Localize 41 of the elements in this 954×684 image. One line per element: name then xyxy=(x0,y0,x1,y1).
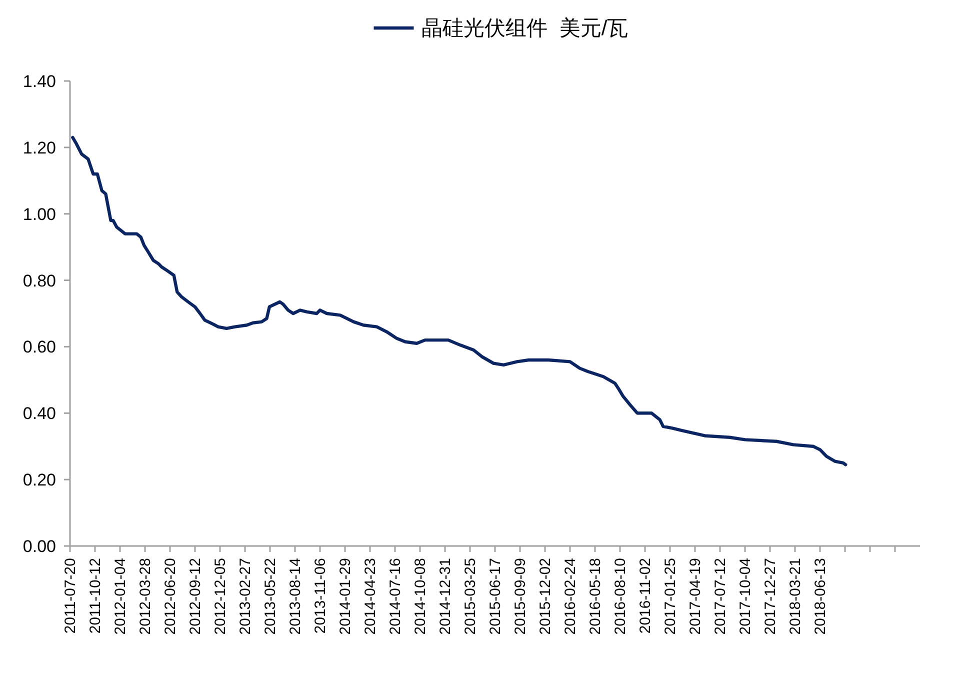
legend-label: 晶硅光伏组件 美元/瓦 xyxy=(422,17,628,40)
x-tick-label: 2016-02-24 xyxy=(562,558,579,635)
x-tick-label: 2014-04-23 xyxy=(362,558,379,635)
x-tick-label: 2017-01-25 xyxy=(662,558,679,635)
x-tick-label: 2016-11-02 xyxy=(637,558,654,634)
y-tick-label: 1.00 xyxy=(22,204,56,224)
x-tick-label: 2013-05-22 xyxy=(262,558,279,635)
y-tick-label: 1.40 xyxy=(22,72,56,91)
x-tick-label: 2016-08-10 xyxy=(612,558,629,635)
x-tick-label: 2017-12-27 xyxy=(762,558,779,635)
y-tick-label: 1.20 xyxy=(22,138,56,158)
x-tick-label: 2018-06-13 xyxy=(812,558,829,635)
x-tick-label: 2012-06-20 xyxy=(162,558,179,635)
y-tick-label: 0.20 xyxy=(22,470,56,490)
x-tick-label: 2012-01-04 xyxy=(112,558,129,635)
x-tick-label: 2011-07-20 xyxy=(62,558,79,634)
x-tick-label: 2011-10-12 xyxy=(87,558,104,634)
y-tick-label: 0.60 xyxy=(22,338,56,357)
x-tick-label: 2014-10-08 xyxy=(412,558,429,635)
x-tick-label: 2017-07-12 xyxy=(712,558,729,635)
y-tick-label: 0.80 xyxy=(22,271,56,290)
x-tick-label: 2015-12-02 xyxy=(537,558,554,635)
x-tick-label: 2015-06-17 xyxy=(487,558,504,635)
line-series xyxy=(71,136,848,466)
x-tick-label: 2012-09-12 xyxy=(187,558,204,635)
x-tick-label: 2012-03-28 xyxy=(137,558,154,635)
x-tick-label: 2014-07-16 xyxy=(387,558,404,635)
x-tick-label: 2018-03-21 xyxy=(787,558,804,635)
x-tick-label: 2017-04-19 xyxy=(687,558,704,635)
x-tick-label: 2015-09-09 xyxy=(512,558,529,635)
x-tick-label: 2017-10-04 xyxy=(737,558,754,635)
x-tick-label: 2015-03-25 xyxy=(462,558,479,635)
x-tick-label: 2013-08-14 xyxy=(287,558,304,635)
y-tick-label: 0.00 xyxy=(22,537,56,556)
y-tick-label: 0.40 xyxy=(22,404,56,424)
x-tick-label: 2013-02-27 xyxy=(237,558,254,635)
x-tick-label: 2014-12-31 xyxy=(437,558,454,635)
x-tick-label: 2013-11-06 xyxy=(312,558,329,634)
x-tick-label: 2014-01-29 xyxy=(337,558,354,635)
x-tick-label: 2012-12-05 xyxy=(212,558,229,635)
x-tick-label: 2016-05-18 xyxy=(587,558,604,635)
